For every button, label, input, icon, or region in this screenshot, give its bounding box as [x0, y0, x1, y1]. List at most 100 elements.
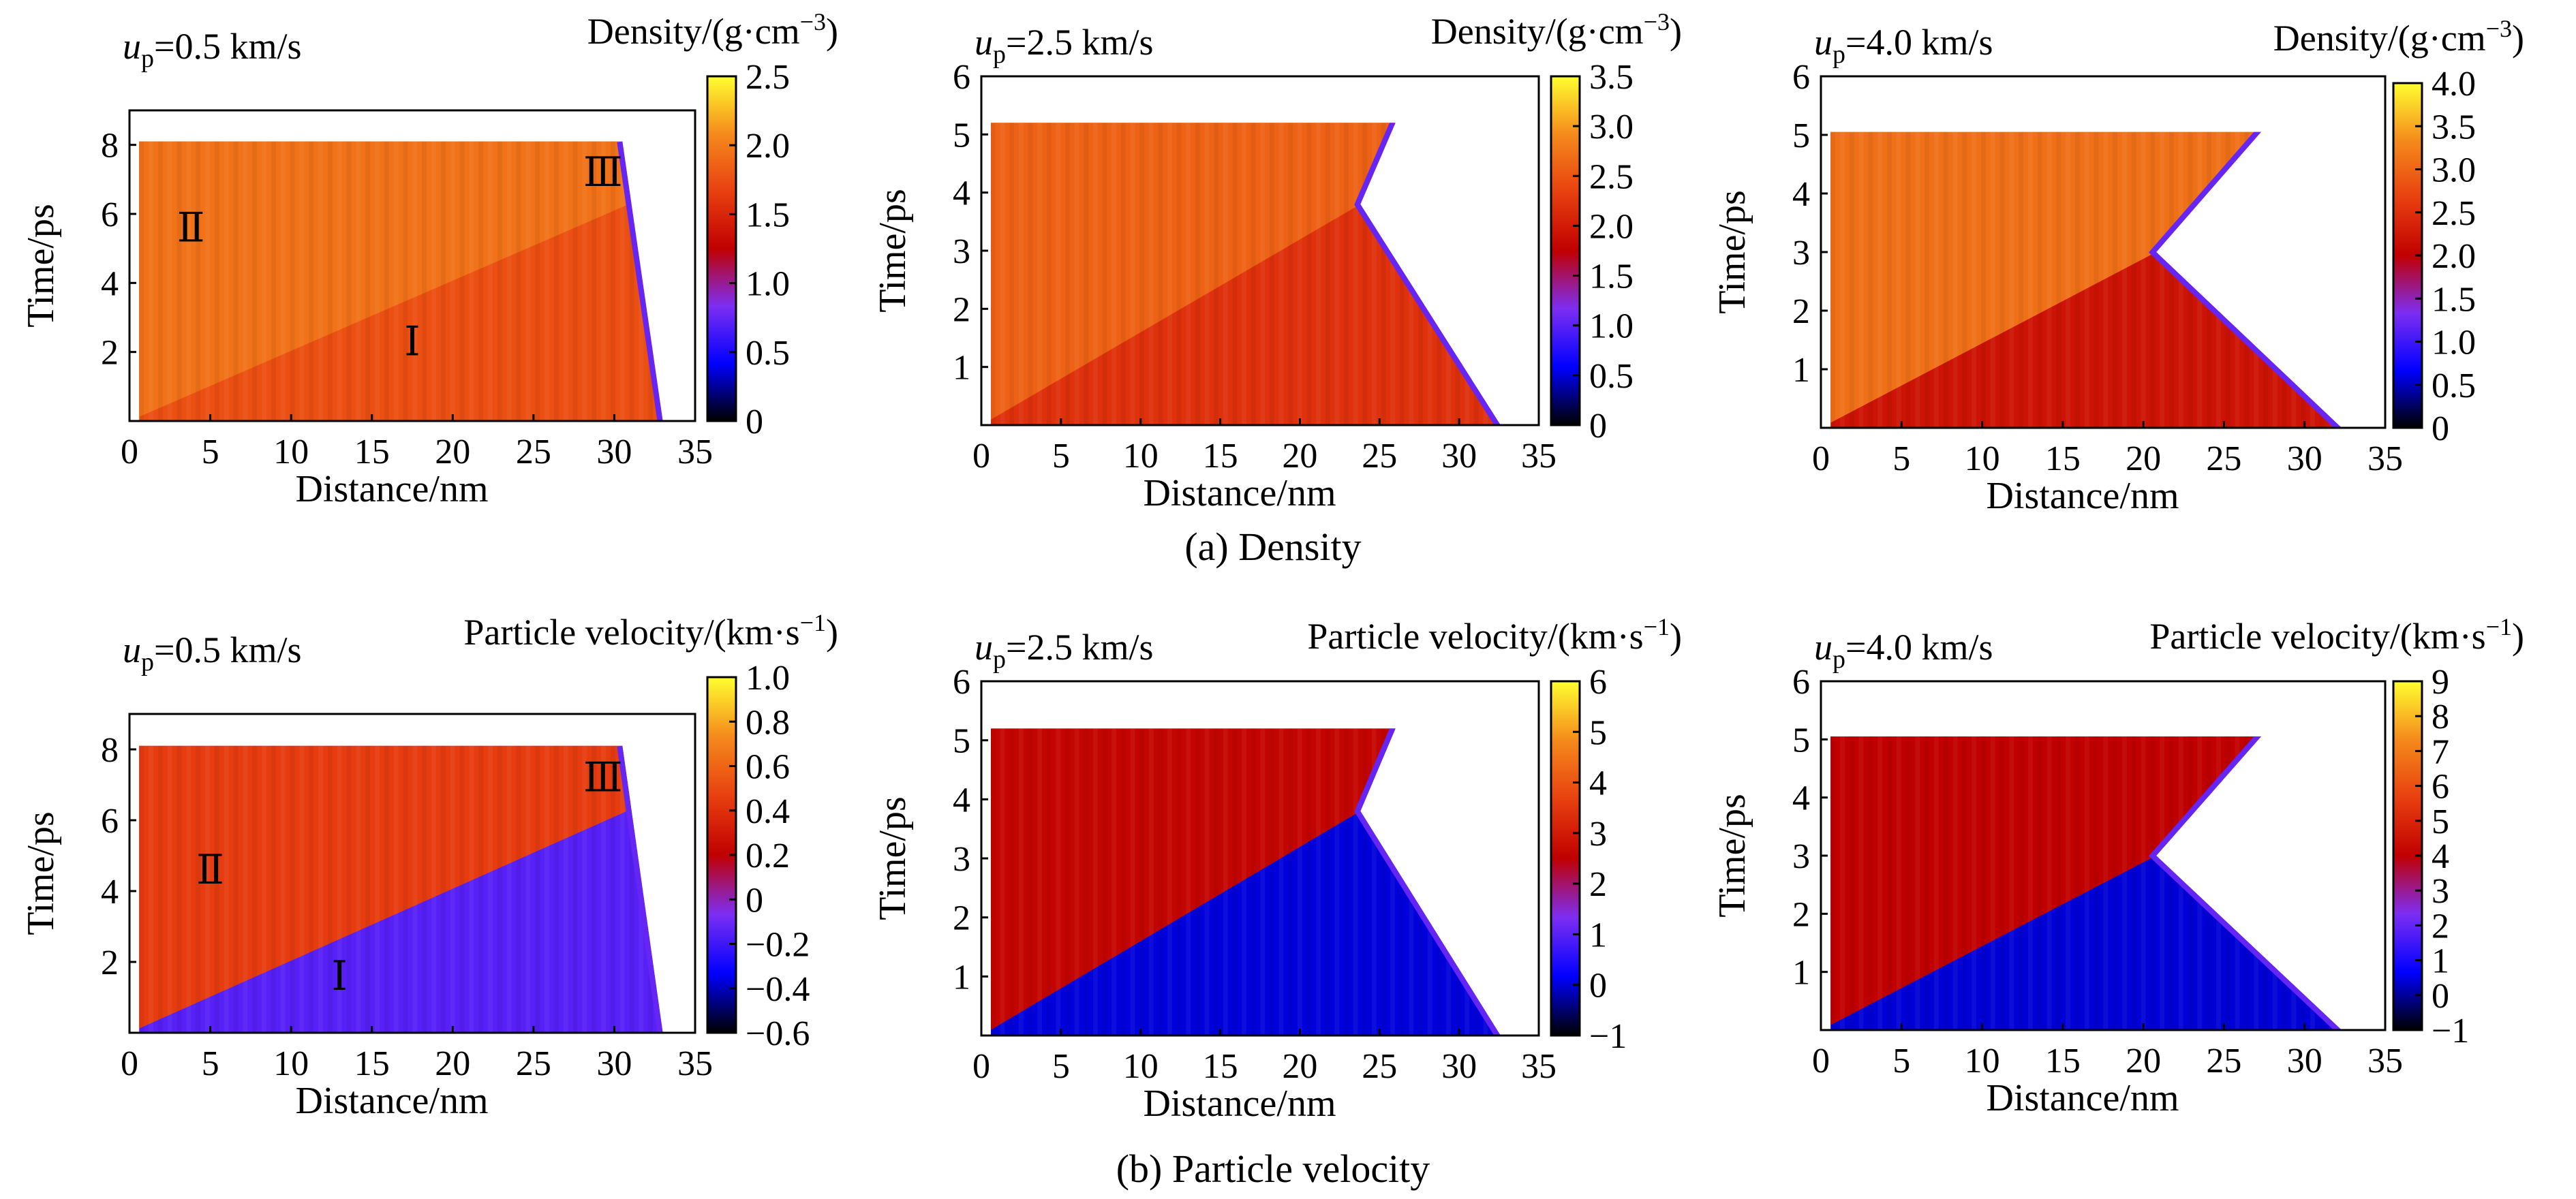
colorbar-tick-label: 4: [2432, 837, 2449, 876]
colorbar-title: Density/(g·cm−3): [1431, 8, 1682, 52]
texture-stripe: [1446, 728, 1451, 1036]
y-tick-label: 4: [1792, 175, 1810, 214]
y-tick-label: 5: [953, 116, 970, 155]
colorbar-tick-label: 9: [2432, 663, 2449, 702]
texture-stripe: [1849, 736, 1854, 1030]
texture-stripe: [1980, 736, 1986, 1030]
texture-stripe: [2376, 681, 2381, 1030]
texture-stripe: [1232, 123, 1238, 425]
texture-stripe: [440, 141, 446, 421]
x-tick-label: 5: [202, 1044, 219, 1083]
texture-stripe: [686, 714, 691, 1033]
x-tick-label: 0: [121, 1044, 138, 1083]
region-label: Ⅱ: [196, 847, 224, 892]
x-tick-label: 35: [677, 433, 713, 471]
texture-stripe: [1148, 123, 1154, 425]
texture-stripe: [403, 141, 408, 421]
texture-stripe: [2150, 736, 2156, 1030]
texture-stripe: [2319, 131, 2325, 428]
texture-stripe: [1530, 76, 1535, 425]
texture-stripe: [2338, 736, 2342, 1030]
texture-stripe: [619, 141, 625, 421]
texture-stripe: [403, 745, 408, 1033]
x-tick-label: 25: [2206, 1042, 2241, 1080]
texture-stripe: [2367, 681, 2372, 1030]
texture-stripe: [1306, 123, 1312, 425]
texture-stripe: [1511, 681, 1516, 1036]
colorbar-tick-label: 6: [2432, 768, 2449, 807]
colorbar-title: Particle velocity/(km·s−1): [2149, 613, 2524, 657]
texture-stripe: [1325, 728, 1330, 1036]
x-axis-title: Distance/nm: [1986, 1077, 2179, 1119]
x-tick-label: 15: [2045, 439, 2081, 478]
texture-stripe: [1102, 123, 1107, 425]
texture-stripe: [478, 141, 484, 421]
piston-velocity-label: up=4.0 km/s: [1814, 627, 1993, 674]
y-axis-title: Time/ps: [20, 204, 62, 328]
colorbar-tick-label: 3.0: [2432, 151, 2476, 190]
texture-stripe: [525, 745, 531, 1033]
texture-stripe: [1858, 131, 1864, 428]
texture-stripe: [1139, 123, 1144, 425]
colorbar-tick-label: 1.0: [746, 659, 790, 698]
texture-stripe: [1278, 728, 1284, 1036]
texture-stripe: [1167, 728, 1172, 1036]
texture-stripe: [205, 141, 210, 421]
texture-stripe: [2367, 76, 2372, 428]
texture-stripe: [365, 141, 371, 421]
texture-stripe: [478, 745, 484, 1033]
y-tick-label: 3: [1792, 234, 1810, 272]
colorbar-tick-label: 0.6: [746, 748, 790, 787]
colorbar-tick-label: 0.5: [2432, 367, 2476, 405]
texture-stripe: [1260, 123, 1266, 425]
texture-stripe: [1502, 76, 1507, 425]
texture-stripe: [1176, 728, 1182, 1036]
x-tick-label: 35: [1521, 1047, 1557, 1086]
texture-stripe: [1028, 123, 1033, 425]
texture-stripe: [1037, 123, 1043, 425]
texture-stripe: [469, 141, 474, 421]
texture-stripe: [1868, 131, 1873, 428]
chart-panel-3: 0 5 10 15 20 25 30 35 1 2 3 4 5 6 Distance/nm Time/ps up…: [1711, 15, 2524, 517]
heatmap-field: [139, 714, 691, 1033]
texture-stripe: [1186, 728, 1191, 1036]
texture-stripe: [619, 745, 625, 1033]
texture-stripe: [2046, 131, 2052, 428]
x-tick-label: 5: [202, 433, 219, 471]
texture-stripe: [224, 745, 229, 1033]
texture-stripe: [177, 745, 182, 1033]
texture-stripe: [196, 141, 201, 421]
texture-stripe: [2074, 736, 2080, 1030]
texture-stripe: [1427, 123, 1432, 425]
texture-stripe: [2131, 131, 2136, 428]
x-tick-label: 0: [972, 437, 990, 476]
texture-stripe: [610, 141, 615, 421]
x-tick-label: 0: [121, 433, 138, 471]
texture-stripe: [186, 141, 191, 421]
texture-stripe: [1130, 728, 1135, 1036]
texture-stripe: [393, 141, 399, 421]
x-axis-title: Distance/nm: [1986, 475, 2179, 517]
texture-stripe: [1915, 736, 1920, 1030]
texture-stripe: [1483, 123, 1488, 425]
texture-stripe: [2141, 131, 2146, 428]
texture-stripe: [384, 141, 389, 421]
chart-panel-1: 0 5 10 15 20 25 30 35 2 4 6 8 Distance/nm Time/ps up=0…: [20, 8, 838, 510]
texture-stripe: [1139, 728, 1144, 1036]
texture-stripe: [2121, 736, 2127, 1030]
colorbar-tick-label: 1: [2432, 942, 2449, 981]
texture-stripe: [1362, 123, 1368, 425]
texture-stripe: [1176, 123, 1182, 425]
colorbar-tick-label: 0: [2432, 977, 2449, 1016]
colorbar-tick-label: 3: [1589, 815, 1607, 854]
texture-stripe: [440, 745, 446, 1033]
x-tick-label: 15: [2045, 1042, 2081, 1080]
x-tick-label: 35: [1521, 437, 1557, 476]
texture-stripe: [2131, 736, 2136, 1030]
texture-stripe: [243, 141, 248, 421]
colorbar-tick-label: 0.4: [746, 792, 790, 831]
texture-stripe: [2188, 131, 2193, 428]
texture-stripe: [214, 141, 219, 421]
texture-stripe: [506, 745, 512, 1033]
texture-stripe: [214, 745, 219, 1033]
